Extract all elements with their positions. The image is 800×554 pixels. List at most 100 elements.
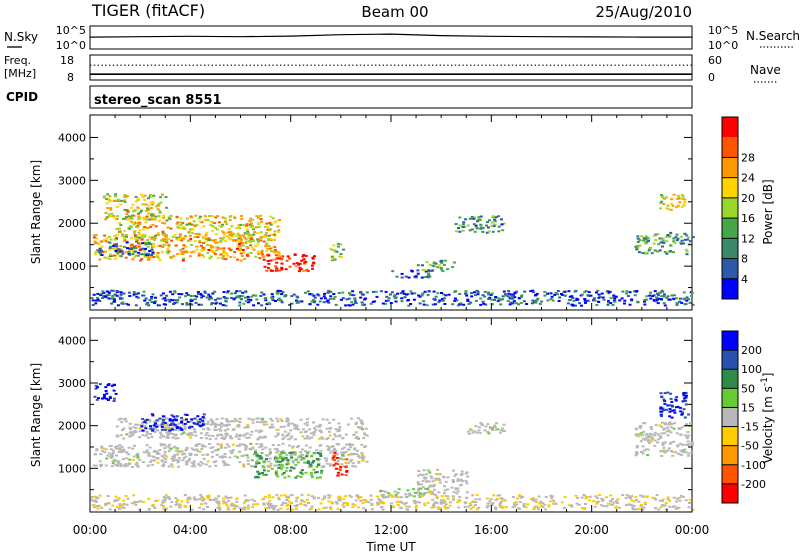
range-time-cell	[336, 453, 339, 456]
range-time-cell	[584, 503, 587, 505]
range-time-cell	[676, 197, 680, 200]
range-time-cell	[439, 507, 443, 510]
colorbar-tick-label: 8	[741, 253, 748, 266]
range-time-cell	[94, 464, 98, 467]
range-time-cell	[589, 294, 593, 297]
range-time-cell	[675, 302, 679, 305]
range-time-cell	[595, 501, 599, 504]
range-time-cell	[649, 426, 653, 428]
range-time-cell	[163, 453, 167, 456]
range-time-cell	[639, 426, 642, 429]
range-time-cell	[428, 490, 432, 493]
range-time-cell	[192, 220, 196, 223]
range-time-cell	[471, 506, 475, 509]
range-time-cell	[264, 245, 268, 248]
range-time-cell	[268, 453, 272, 456]
range-time-cell	[219, 444, 223, 447]
range-time-cell	[262, 469, 266, 472]
range-time-cell	[673, 451, 677, 454]
range-time-cell	[171, 419, 175, 422]
range-time-cell	[164, 235, 167, 237]
range-time-cell	[306, 435, 310, 438]
range-time-cell	[235, 505, 239, 508]
range-time-cell	[467, 303, 471, 305]
range-time-cell	[190, 244, 193, 246]
range-time-cell	[172, 457, 176, 460]
range-time-cell	[465, 294, 469, 297]
range-time-cell	[685, 253, 689, 256]
range-time-cell	[539, 500, 543, 503]
range-time-cell	[310, 505, 314, 508]
range-time-cell	[207, 237, 211, 240]
range-time-cell	[399, 292, 403, 295]
range-time-cell	[123, 194, 127, 196]
range-time-cell	[318, 444, 322, 447]
range-time-cell	[224, 501, 228, 504]
range-time-cell	[151, 429, 155, 432]
range-time-cell	[233, 292, 237, 295]
range-time-cell	[669, 244, 673, 247]
range-time-cell	[319, 452, 323, 455]
range-time-cell	[193, 236, 197, 239]
range-time-cell	[313, 496, 316, 499]
range-time-cell	[659, 407, 663, 410]
range-time-cell	[357, 437, 361, 440]
range-time-cell	[163, 222, 167, 225]
range-time-cell	[94, 241, 98, 244]
range-time-cell	[268, 448, 272, 451]
range-time-cell	[127, 303, 130, 306]
range-time-cell	[165, 496, 169, 499]
range-time-cell	[250, 418, 254, 421]
range-time-cell	[232, 508, 236, 510]
range-time-cell	[478, 219, 482, 221]
range-time-cell	[177, 422, 181, 425]
range-time-cell	[185, 217, 189, 220]
range-time-cell	[443, 259, 447, 262]
range-time-cell	[266, 454, 270, 457]
range-time-cell	[347, 297, 351, 300]
range-time-cell	[288, 303, 292, 306]
range-time-cell	[471, 501, 475, 504]
range-time-cell	[479, 422, 483, 425]
range-time-cell	[616, 498, 620, 501]
range-time-cell	[136, 218, 140, 221]
range-time-cell	[431, 493, 435, 496]
range-time-cell	[161, 233, 165, 236]
range-time-cell	[636, 235, 640, 238]
range-time-cell	[203, 215, 207, 218]
range-time-cell	[103, 295, 107, 298]
range-time-cell	[683, 204, 687, 207]
range-time-cell	[663, 423, 667, 426]
range-time-cell	[221, 255, 225, 257]
range-time-cell	[128, 295, 132, 297]
range-time-cell	[298, 262, 302, 265]
range-time-cell	[474, 299, 478, 302]
range-time-cell	[169, 424, 173, 426]
range-time-cell	[256, 216, 260, 219]
range-time-cell	[294, 265, 298, 268]
range-time-cell	[239, 247, 242, 250]
range-time-cell	[453, 297, 457, 300]
range-time-cell	[233, 216, 237, 219]
range-time-cell	[459, 484, 462, 487]
range-time-cell	[149, 201, 153, 204]
range-time-cell	[642, 430, 646, 433]
range-time-cell	[560, 293, 563, 295]
range-time-cell	[431, 303, 435, 306]
range-time-cell	[553, 293, 557, 296]
range-time-cell	[328, 464, 332, 467]
range-time-cell	[456, 478, 460, 481]
range-time-cell	[225, 297, 229, 300]
range-time-cell	[477, 506, 481, 509]
range-time-cell	[185, 463, 189, 466]
range-time-cell	[127, 453, 131, 456]
range-time-cell	[299, 471, 303, 474]
range-time-cell	[133, 250, 137, 253]
range-time-cell	[574, 304, 577, 307]
range-time-cell	[580, 507, 584, 510]
range-time-cell	[118, 448, 122, 451]
range-time-cell	[189, 228, 192, 231]
range-time-cell	[323, 495, 327, 498]
range-time-cell	[367, 501, 371, 504]
range-time-cell	[137, 215, 141, 218]
